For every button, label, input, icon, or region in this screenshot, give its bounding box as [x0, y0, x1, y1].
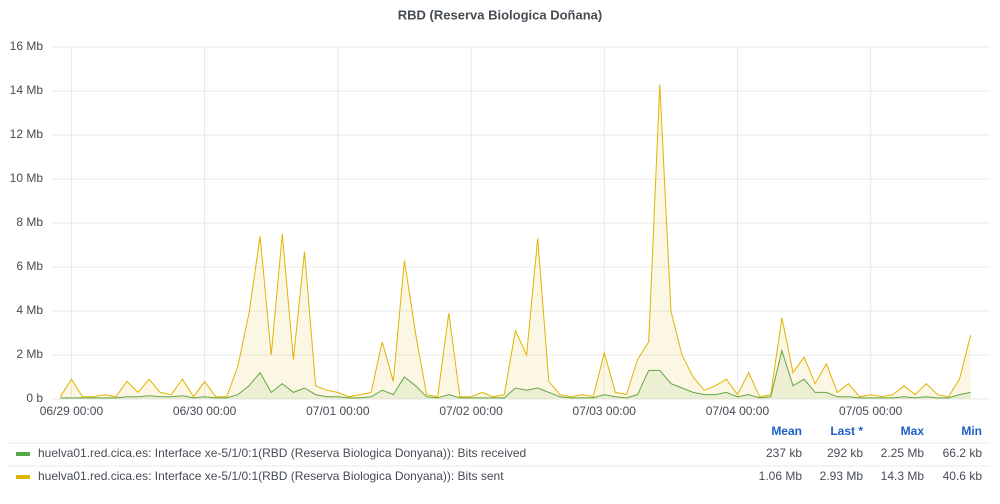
y-tick-label: 0 b: [26, 391, 43, 405]
legend-stat: 14.3 Mb: [881, 469, 925, 483]
x-tick-label: 07/02 00:00: [439, 404, 503, 418]
x-tick-label: 07/05 00:00: [839, 404, 903, 418]
legend-stat: 2.25 Mb: [881, 446, 925, 460]
legend-header: Max: [901, 424, 925, 438]
series-area: [60, 350, 971, 399]
legend-swatch: [16, 475, 30, 479]
y-tick-label: 16 Mb: [10, 39, 44, 53]
series-area: [60, 84, 971, 400]
legend-header: Min: [961, 424, 982, 438]
legend-entry: huelva01.red.cica.es: Interface xe-5/1/0…: [38, 469, 504, 483]
x-tick-label: 06/29 00:00: [40, 404, 104, 418]
y-tick-label: 4 Mb: [16, 303, 43, 317]
x-tick-label: 07/03 00:00: [573, 404, 637, 418]
legend-header: Mean: [771, 424, 802, 438]
legend-stat: 292 kb: [827, 446, 863, 460]
legend-header: Last *: [830, 424, 863, 438]
legend-entry: huelva01.red.cica.es: Interface xe-5/1/0…: [38, 446, 526, 460]
y-tick-label: 12 Mb: [10, 127, 44, 141]
x-tick-label: 07/01 00:00: [306, 404, 370, 418]
legend-stat: 66.2 kb: [943, 446, 983, 460]
y-tick-label: 6 Mb: [16, 259, 43, 273]
y-tick-label: 10 Mb: [10, 171, 44, 185]
x-tick-label: 07/04 00:00: [706, 404, 770, 418]
series-line: [59, 84, 972, 398]
chart-title: RBD (Reserva Biologica Doñana): [398, 7, 602, 22]
y-tick-label: 2 Mb: [16, 347, 43, 361]
y-tick-label: 8 Mb: [16, 215, 43, 229]
x-tick-label: 06/30 00:00: [173, 404, 237, 418]
legend-swatch: [16, 452, 30, 456]
legend-stat: 40.6 kb: [943, 469, 983, 483]
legend-stat: 2.93 Mb: [820, 469, 864, 483]
y-tick-label: 14 Mb: [10, 83, 44, 97]
legend-stat: 237 kb: [766, 446, 802, 460]
legend-stat: 1.06 Mb: [759, 469, 803, 483]
series-line: [60, 348, 971, 399]
